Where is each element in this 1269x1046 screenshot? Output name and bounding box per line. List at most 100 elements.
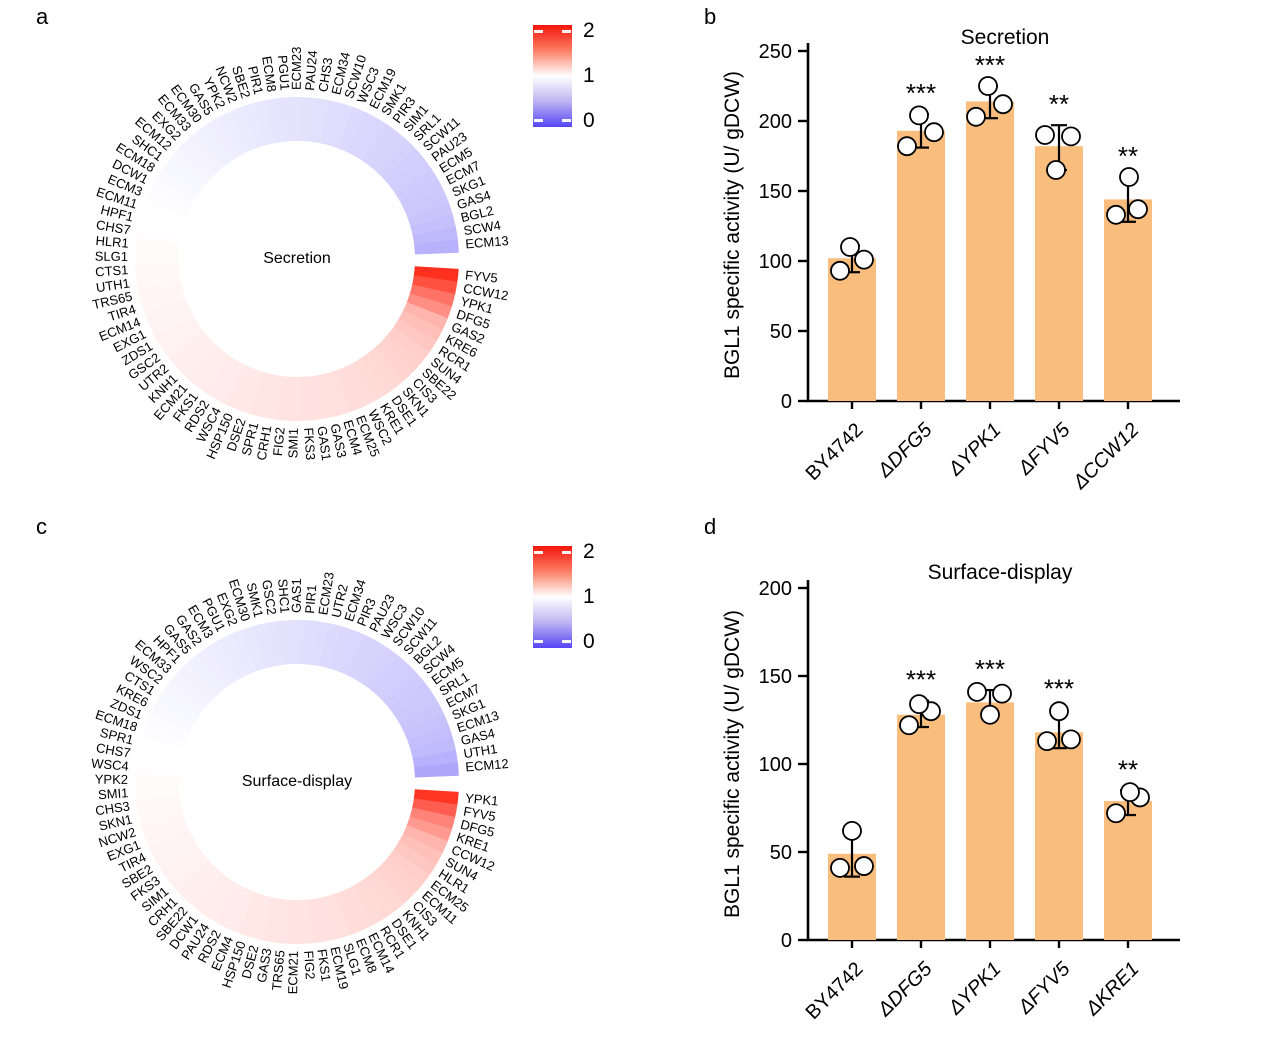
ring-segment-WSC2 bbox=[162, 680, 206, 716]
ring-segment-ECM8 bbox=[265, 97, 285, 144]
y-tick-label: 50 bbox=[770, 321, 792, 343]
data-point bbox=[1049, 701, 1069, 722]
gene-label-FIG2: FIG2 bbox=[301, 950, 318, 980]
ring-segment-PGU1 bbox=[278, 97, 294, 142]
data-point bbox=[1106, 204, 1126, 225]
ring-segment-PIR3 bbox=[362, 124, 398, 167]
ring-segment-SKN1 bbox=[367, 347, 405, 389]
gene-label-ECM21: ECM21 bbox=[285, 951, 301, 995]
ring-segment-WSC2 bbox=[343, 362, 374, 408]
ring-segment-KRE6 bbox=[150, 701, 195, 732]
ring-segment-EXG1 bbox=[148, 306, 194, 337]
ring-segment-GAS2 bbox=[402, 302, 448, 331]
ring-segment-SKN1 bbox=[137, 803, 184, 825]
ring-segment-SMI1 bbox=[287, 376, 301, 421]
data-point bbox=[1046, 160, 1066, 180]
colorbar-label-0: 0 bbox=[583, 109, 595, 132]
ring-segment-KRE1 bbox=[406, 816, 452, 842]
ring-segment-GAS5 bbox=[187, 653, 225, 695]
gene-label-PIR1: PIR1 bbox=[245, 64, 266, 96]
gene-label-FIG2: FIG2 bbox=[270, 426, 288, 456]
gene-label-FYV5: FYV5 bbox=[465, 267, 499, 285]
gene-label-UTH1: UTH1 bbox=[95, 275, 131, 295]
colorbar-tick-mark bbox=[534, 640, 543, 643]
gene-label-PIR1: PIR1 bbox=[302, 584, 319, 614]
ring-segment-WSC4 bbox=[135, 760, 181, 777]
gene-label-GAS3: GAS3 bbox=[327, 422, 349, 459]
y-tick-label: 250 bbox=[759, 41, 792, 63]
ring-segment-HPF1 bbox=[138, 213, 184, 236]
data-point bbox=[1061, 729, 1081, 750]
x-category-label-ΔKRE1: ΔKRE1 bbox=[1081, 958, 1144, 1021]
ring-segment-DFG5 bbox=[409, 807, 456, 831]
colorbar-tick-mark bbox=[562, 640, 571, 643]
ring-segment-SPR1 bbox=[250, 371, 273, 418]
ring-segment-RCR1 bbox=[393, 318, 437, 353]
ring-segment-SCW11 bbox=[369, 654, 408, 696]
data-point bbox=[909, 694, 929, 715]
y-axis-label-surface-display: BGL1 specific activity (U/ gDCW) bbox=[721, 609, 744, 919]
panel-letter-d: d bbox=[704, 514, 717, 539]
gene-label-GAS1: GAS1 bbox=[289, 578, 304, 613]
ring-segment-SMK1 bbox=[354, 117, 388, 162]
ring-segment-SCW10 bbox=[329, 103, 354, 149]
ring-segment-ECM12 bbox=[170, 147, 212, 186]
colorbar-label-1: 1 bbox=[583, 585, 595, 608]
ring-segment-ECM19 bbox=[317, 896, 339, 942]
ring-segment-DCW1 bbox=[194, 873, 231, 916]
ring-segment-SIM1 bbox=[369, 131, 408, 173]
ring-segment-SHC1 bbox=[278, 620, 294, 665]
ring-segment-ECM25 bbox=[335, 366, 363, 413]
data-point bbox=[1106, 803, 1126, 824]
ring-segment-KRE1 bbox=[352, 358, 385, 403]
data-point bbox=[854, 856, 874, 876]
ring-segment-SLG1 bbox=[134, 250, 180, 264]
data-point bbox=[840, 237, 860, 257]
x-category-label-BY4742: BY4742 bbox=[802, 419, 868, 485]
colorbar-tick-mark bbox=[562, 30, 571, 33]
circular-heatmap-c: YPK1FYV5DFG5KRE1CCW12SUN4HLR1ECM25ECM11C… bbox=[91, 571, 510, 994]
data-point bbox=[1035, 125, 1055, 145]
ring-segment-TRS65 bbox=[274, 898, 291, 944]
ring-segment-ECM3 bbox=[145, 189, 191, 218]
ring-segment-ECM14 bbox=[144, 298, 190, 326]
y-tick-label: 0 bbox=[781, 391, 792, 413]
ring-segment-SCW4 bbox=[383, 671, 425, 710]
ring-segment-PAU23 bbox=[346, 634, 377, 680]
data-point bbox=[830, 260, 850, 281]
ring-segment-DSE2 bbox=[238, 368, 264, 415]
ring-segment-FYV5 bbox=[412, 798, 458, 818]
ring-segment-FKS3 bbox=[160, 845, 204, 881]
data-point bbox=[993, 94, 1013, 115]
ring-segment-SCW10 bbox=[362, 647, 398, 690]
bar-ΔDFG5 bbox=[897, 714, 945, 940]
significance-stars: *** bbox=[975, 654, 1005, 684]
ring-segment-GAS1 bbox=[291, 620, 305, 665]
significance-stars: *** bbox=[906, 665, 936, 695]
ring-segment-SPR1 bbox=[138, 736, 184, 759]
data-point bbox=[897, 136, 917, 157]
gene-label-GAS3: GAS3 bbox=[254, 947, 275, 984]
gene-label-CHS7: CHS7 bbox=[95, 217, 132, 237]
colorbar-tick-mark bbox=[534, 119, 543, 122]
ring-segment-ECM5 bbox=[394, 168, 439, 202]
gene-label-TRS65: TRS65 bbox=[269, 949, 288, 991]
gene-label-ECM23: ECM23 bbox=[289, 47, 304, 90]
gene-label-CTS1: CTS1 bbox=[95, 262, 129, 279]
ring-segment-FIG2 bbox=[299, 899, 314, 944]
ring-segment-GAS4 bbox=[407, 202, 453, 228]
ring-segment-ECM33 bbox=[187, 130, 225, 172]
bar-ΔYPK1 bbox=[966, 101, 1014, 402]
ring-segment-UTH1 bbox=[412, 749, 458, 769]
ring-segment-ECM33 bbox=[170, 670, 212, 709]
ring-segment-FKS3 bbox=[299, 376, 314, 421]
data-point bbox=[830, 857, 850, 878]
colorbar-tick-mark bbox=[562, 119, 571, 122]
x-category-label-ΔDFG5: ΔDFG5 bbox=[873, 418, 937, 482]
panel-letter-a: a bbox=[36, 4, 49, 29]
ring-segment-GAS5 bbox=[207, 116, 241, 161]
ring-segment-EXG2 bbox=[229, 629, 258, 675]
ring-segment-HLR1 bbox=[393, 841, 437, 876]
ring-segment-BGL2 bbox=[410, 214, 456, 237]
